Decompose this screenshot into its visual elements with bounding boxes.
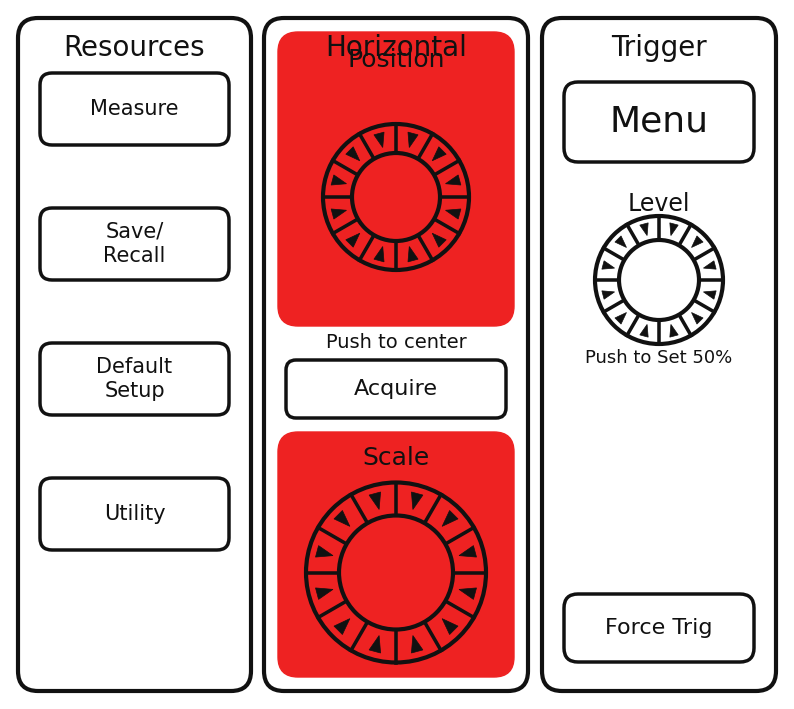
Circle shape bbox=[619, 240, 699, 320]
FancyBboxPatch shape bbox=[278, 432, 514, 677]
Polygon shape bbox=[369, 492, 380, 510]
FancyBboxPatch shape bbox=[40, 208, 229, 280]
Text: Measure: Measure bbox=[91, 99, 179, 119]
FancyBboxPatch shape bbox=[40, 343, 229, 415]
Polygon shape bbox=[374, 247, 384, 262]
Text: Force Trig: Force Trig bbox=[605, 618, 713, 638]
Circle shape bbox=[323, 124, 469, 270]
Polygon shape bbox=[315, 588, 333, 599]
Polygon shape bbox=[408, 247, 418, 262]
Circle shape bbox=[306, 483, 486, 662]
Circle shape bbox=[352, 153, 440, 241]
Text: Scale: Scale bbox=[362, 446, 430, 470]
Polygon shape bbox=[459, 588, 476, 599]
Polygon shape bbox=[432, 147, 446, 161]
FancyBboxPatch shape bbox=[564, 594, 754, 662]
Circle shape bbox=[595, 216, 723, 344]
FancyBboxPatch shape bbox=[542, 18, 776, 691]
Polygon shape bbox=[315, 546, 333, 557]
Polygon shape bbox=[703, 291, 716, 299]
FancyBboxPatch shape bbox=[18, 18, 251, 691]
FancyBboxPatch shape bbox=[40, 478, 229, 550]
Polygon shape bbox=[346, 147, 360, 161]
Text: Save/
Recall: Save/ Recall bbox=[103, 222, 166, 267]
Polygon shape bbox=[432, 233, 446, 247]
Polygon shape bbox=[703, 261, 716, 269]
Polygon shape bbox=[442, 510, 458, 526]
Polygon shape bbox=[640, 325, 648, 337]
Polygon shape bbox=[670, 325, 678, 337]
Polygon shape bbox=[374, 132, 384, 147]
Text: Menu: Menu bbox=[610, 105, 708, 139]
Text: Trigger: Trigger bbox=[611, 34, 707, 62]
Text: Push to Set 50%: Push to Set 50% bbox=[585, 349, 733, 367]
Polygon shape bbox=[445, 209, 461, 219]
Polygon shape bbox=[692, 313, 703, 324]
Text: Default
Setup: Default Setup bbox=[96, 357, 172, 401]
Text: Utility: Utility bbox=[104, 504, 165, 524]
Polygon shape bbox=[615, 313, 626, 324]
Polygon shape bbox=[602, 291, 615, 299]
Polygon shape bbox=[692, 236, 703, 247]
Polygon shape bbox=[411, 635, 423, 653]
Text: Acquire: Acquire bbox=[354, 379, 438, 399]
FancyBboxPatch shape bbox=[40, 73, 229, 145]
FancyBboxPatch shape bbox=[286, 360, 506, 418]
Polygon shape bbox=[411, 492, 423, 510]
Polygon shape bbox=[670, 223, 678, 235]
Text: Resources: Resources bbox=[64, 34, 206, 62]
Circle shape bbox=[339, 515, 453, 630]
FancyBboxPatch shape bbox=[564, 82, 754, 162]
Polygon shape bbox=[445, 175, 461, 185]
Polygon shape bbox=[334, 619, 350, 635]
Polygon shape bbox=[640, 223, 648, 235]
Text: Level: Level bbox=[628, 192, 690, 216]
FancyBboxPatch shape bbox=[278, 32, 514, 326]
Polygon shape bbox=[331, 209, 346, 219]
Text: Position: Position bbox=[347, 48, 445, 72]
Text: Horizontal: Horizontal bbox=[325, 34, 467, 62]
FancyBboxPatch shape bbox=[264, 18, 528, 691]
Text: Push to center: Push to center bbox=[326, 333, 466, 352]
Polygon shape bbox=[331, 175, 346, 185]
Polygon shape bbox=[408, 132, 418, 147]
Polygon shape bbox=[346, 233, 360, 247]
Polygon shape bbox=[602, 261, 615, 269]
Polygon shape bbox=[442, 619, 458, 635]
Polygon shape bbox=[459, 546, 476, 557]
Polygon shape bbox=[615, 236, 626, 247]
Polygon shape bbox=[369, 635, 380, 653]
Polygon shape bbox=[334, 510, 350, 526]
